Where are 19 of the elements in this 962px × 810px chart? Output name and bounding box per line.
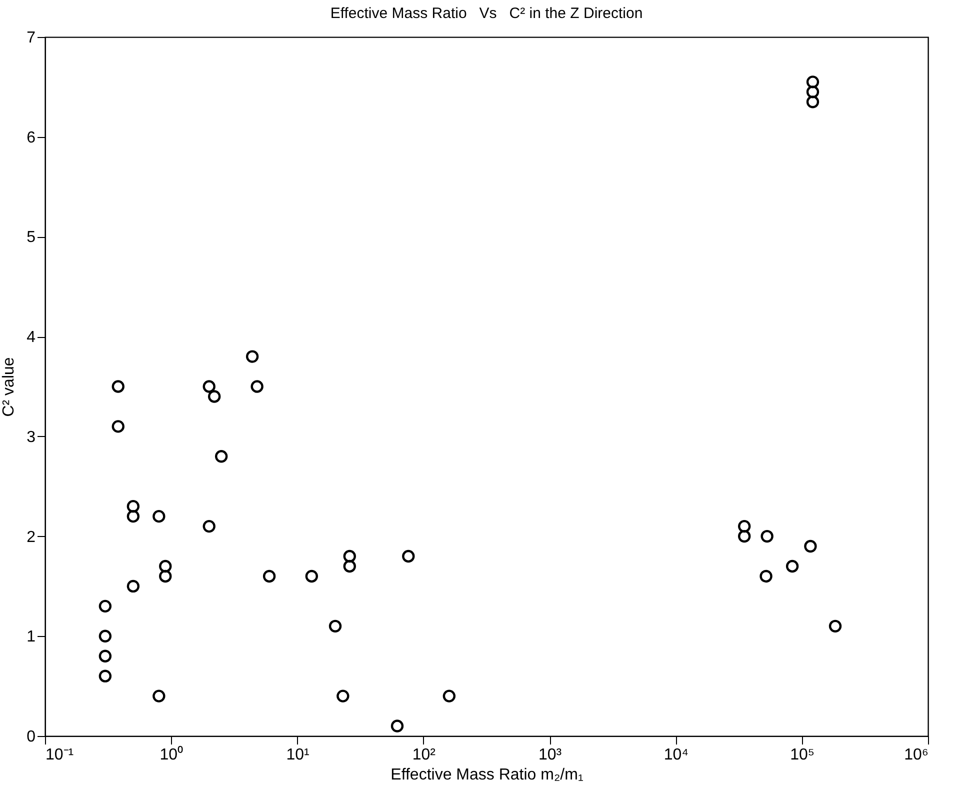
y-tick-label: 5 bbox=[26, 229, 36, 246]
x-tick-label: 10⁶ bbox=[904, 746, 928, 764]
y-tick-label: 3 bbox=[26, 428, 36, 446]
chart-title: Effective Mass Ratio Vs C² in the Z Direction bbox=[330, 5, 643, 22]
x-tick-label: 10⁻¹ bbox=[46, 746, 74, 764]
y-tick-label: 1 bbox=[26, 628, 36, 646]
x-tick-label: 10³ bbox=[538, 746, 562, 764]
y-tick-label: 2 bbox=[26, 528, 36, 546]
x-axis-title: Effective Mass Ratio m₂/m₁ bbox=[390, 766, 584, 784]
x-tick-label: 10⁰ bbox=[160, 746, 184, 764]
y-tick-label: 7 bbox=[26, 30, 36, 46]
y-axis-title: C² value bbox=[0, 357, 18, 417]
x-tick-label: 10¹ bbox=[286, 746, 310, 764]
y-tick-label: 0 bbox=[26, 728, 36, 746]
x-tick-label: 10² bbox=[412, 746, 436, 764]
x-tick-label: 10⁴ bbox=[664, 746, 689, 764]
y-tick-label: 6 bbox=[26, 129, 36, 146]
x-tick-label: 10⁵ bbox=[790, 746, 815, 764]
y-tick-label: 4 bbox=[26, 329, 36, 346]
